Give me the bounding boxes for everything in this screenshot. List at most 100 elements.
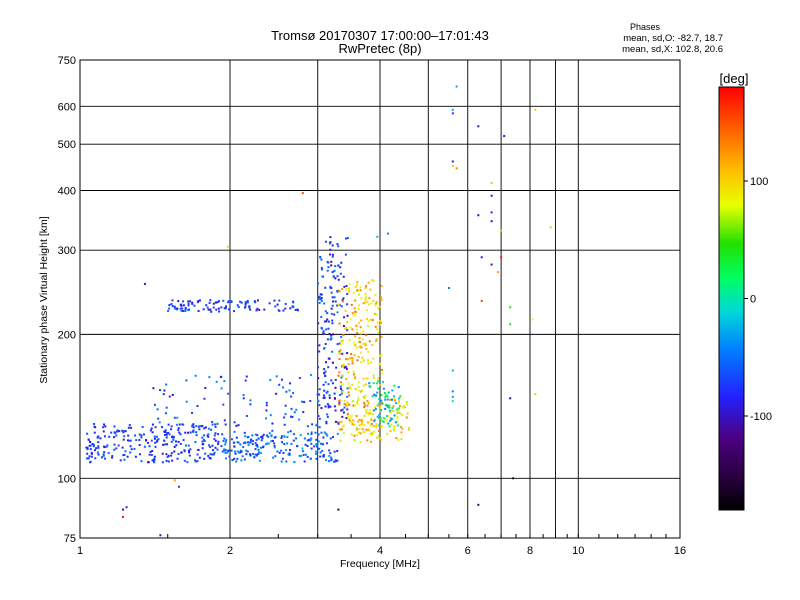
cluster-point	[175, 440, 178, 443]
cluster-point	[223, 419, 226, 422]
cluster-point	[196, 460, 199, 463]
y-tick-label: 75	[64, 533, 76, 545]
cluster-point	[282, 309, 285, 312]
cluster-point	[284, 302, 287, 305]
cluster-point	[361, 418, 364, 421]
cluster-point	[298, 418, 301, 421]
cluster-point	[128, 424, 131, 427]
cluster-point	[194, 440, 197, 443]
cluster-point	[228, 455, 231, 458]
cluster-point	[331, 350, 334, 353]
cluster-point	[292, 392, 295, 395]
cluster-point	[276, 303, 279, 306]
cluster-point	[332, 333, 335, 336]
cluster-point	[197, 300, 200, 303]
cluster-point	[222, 449, 225, 452]
cluster-point	[156, 440, 159, 443]
cluster-point	[384, 392, 387, 395]
y-tick-label: 750	[58, 55, 76, 67]
cluster-point	[296, 308, 299, 311]
cluster-point	[329, 241, 332, 244]
cluster-point	[187, 308, 190, 311]
cluster-point	[396, 424, 399, 427]
cluster-point	[198, 428, 201, 431]
cluster-point	[378, 424, 381, 427]
cluster-point	[354, 310, 357, 313]
cluster-point	[365, 348, 368, 351]
cluster-point	[309, 457, 312, 460]
cluster-point	[356, 401, 359, 404]
cluster-point	[140, 434, 143, 437]
cluster-point	[342, 363, 345, 366]
cluster-point	[218, 310, 221, 313]
cluster-point	[330, 264, 333, 267]
cluster-point	[378, 362, 381, 365]
data-point	[509, 323, 512, 326]
cluster-point	[282, 451, 285, 454]
cluster-point	[209, 453, 212, 456]
cluster-point	[285, 460, 288, 463]
cluster-point	[338, 371, 341, 374]
stats-line-x: mean, sd,X: 102.8, 20.6	[622, 44, 723, 55]
cluster-point	[331, 361, 334, 364]
cluster-point	[165, 383, 168, 386]
cluster-point	[248, 441, 251, 444]
cluster-point	[365, 412, 368, 415]
cluster-point	[130, 448, 133, 451]
cluster-point	[197, 310, 200, 313]
cluster-point	[149, 450, 152, 453]
cluster-point	[378, 298, 381, 301]
cluster-point	[103, 451, 106, 454]
cluster-point	[171, 459, 174, 462]
cluster-point	[167, 431, 170, 434]
cluster-point	[370, 361, 373, 364]
cluster-point	[350, 421, 353, 424]
cluster-point	[341, 299, 344, 302]
cluster-point	[339, 349, 342, 352]
cluster-point	[164, 429, 167, 432]
cluster-point	[172, 438, 175, 441]
cluster-point	[247, 444, 250, 447]
cluster-point	[162, 443, 165, 446]
cluster-point	[208, 456, 211, 459]
cluster-point	[377, 434, 380, 437]
cluster-point	[336, 343, 339, 346]
cluster-point	[304, 443, 307, 446]
cluster-point	[390, 417, 393, 420]
data-point	[337, 508, 340, 511]
cluster-point	[284, 413, 287, 416]
cluster-point	[278, 383, 281, 386]
cluster-point	[318, 404, 321, 407]
cluster-point	[372, 357, 375, 360]
cluster-point	[346, 303, 349, 306]
cluster-point	[185, 400, 188, 403]
cluster-point	[350, 303, 353, 306]
cluster-point	[184, 431, 187, 434]
cluster-point	[221, 433, 224, 436]
cluster-point	[276, 450, 279, 453]
cluster-point	[164, 433, 167, 436]
cluster-point	[346, 405, 349, 408]
cluster-point	[202, 438, 205, 441]
cluster-point	[283, 423, 286, 426]
cluster-point	[303, 437, 306, 440]
cluster-point	[330, 337, 333, 340]
cluster-point	[295, 437, 298, 440]
cluster-point	[325, 420, 328, 423]
cluster-point	[280, 436, 283, 439]
cluster-point	[113, 425, 116, 428]
cluster-point	[375, 339, 378, 342]
cluster-point	[171, 305, 174, 308]
cluster-point	[371, 319, 374, 322]
cluster-point	[374, 304, 377, 307]
cluster-point	[244, 301, 247, 304]
cluster-point	[351, 400, 354, 403]
cluster-point	[233, 450, 236, 453]
cluster-point	[175, 423, 178, 426]
cluster-point	[341, 300, 344, 303]
cluster-point	[211, 449, 214, 452]
cluster-point	[304, 453, 307, 456]
cluster-point	[318, 295, 321, 298]
cluster-point	[228, 300, 231, 303]
cluster-point	[356, 426, 359, 429]
